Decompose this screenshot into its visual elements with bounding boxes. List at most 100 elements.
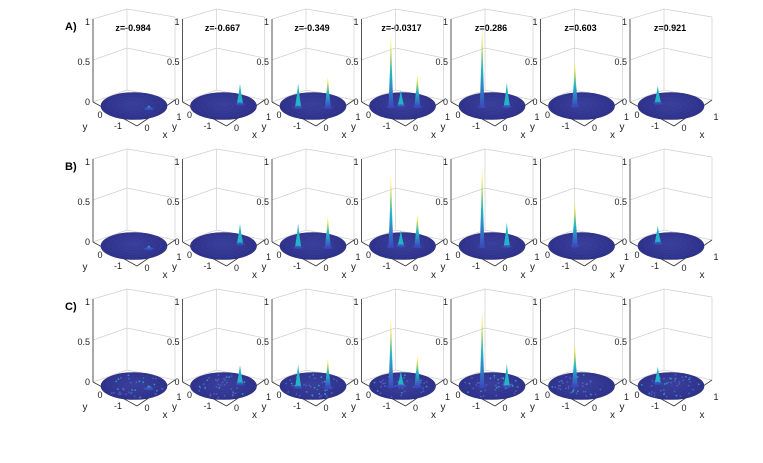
surface-peak (503, 363, 510, 387)
noise-speck (325, 395, 328, 398)
peak-base (396, 384, 406, 388)
x-tick-label: 0 (413, 263, 418, 273)
surface-peak (397, 230, 405, 246)
peak-base (323, 245, 333, 249)
noise-speck (154, 392, 157, 395)
surface-disc (100, 92, 168, 120)
peak-base (502, 105, 512, 109)
surface-mesh (470, 97, 514, 115)
noise-speck (660, 389, 662, 392)
noise-speck (155, 389, 158, 392)
noise-speck (153, 383, 156, 386)
surface-mesh (565, 379, 598, 393)
y-axis-label: y (262, 402, 267, 413)
noise-speck (232, 391, 235, 394)
noise-speck (133, 395, 136, 398)
z-tick-label: 0 (443, 237, 448, 247)
surface-mesh (560, 237, 603, 255)
noise-speck (298, 394, 301, 397)
x-tick-label: 1 (266, 112, 271, 122)
y-axis-label: y (620, 122, 625, 133)
noise-speck (497, 378, 500, 381)
noise-speck (214, 378, 217, 381)
x-tick-label: 1 (445, 392, 450, 402)
y-axis-label: y (441, 262, 446, 273)
noise-speck (110, 392, 113, 395)
surface-disc (100, 232, 168, 260)
y-tick-label: -1 (293, 121, 301, 131)
surface-mesh (375, 374, 430, 398)
x-tick-label: 0 (413, 123, 418, 133)
peak-base (653, 241, 663, 245)
noise-speck (493, 374, 496, 377)
z-tick-label: 0.5 (167, 57, 180, 67)
y-tick-label: -1 (293, 401, 301, 411)
noise-speck (324, 389, 327, 392)
surface-mesh (470, 237, 514, 255)
noise-speck (495, 394, 498, 397)
z-tick-label: 1 (174, 157, 179, 167)
noise-speck (685, 375, 687, 378)
z-tick-label: 0 (353, 377, 358, 387)
noise-speck (688, 392, 690, 395)
noise-speck (678, 383, 680, 385)
noise-speck (208, 376, 211, 379)
x-axis-label: x (252, 270, 257, 281)
noise-speck (403, 390, 406, 393)
y-tick-label: 0 (366, 250, 371, 260)
noise-speck (640, 383, 643, 386)
noise-speck (215, 393, 218, 395)
y-axis-label: y (83, 402, 88, 413)
x-tick-label: 1 (534, 392, 539, 402)
noise-speck (514, 379, 517, 382)
noise-speck (373, 381, 376, 384)
noise-speck (489, 377, 492, 380)
x-tick-label: 1 (713, 112, 718, 122)
y-axis-label: y (83, 262, 88, 273)
noise-speck (305, 384, 308, 387)
noise-speck (243, 381, 246, 383)
noise-speck (215, 386, 218, 388)
noise-speck (223, 394, 226, 397)
noise-speck (309, 385, 312, 388)
y-tick-label: -1 (382, 261, 390, 271)
peak-base (143, 247, 154, 251)
noise-speck (218, 386, 221, 389)
noise-speck (464, 381, 467, 384)
surface-mesh (280, 92, 346, 120)
noise-speck (383, 385, 386, 388)
surface-mesh (196, 374, 251, 398)
noise-speck (471, 377, 473, 379)
z-tick-label: 0 (443, 377, 448, 387)
noise-speck (115, 380, 118, 383)
noise-speck (502, 381, 505, 384)
surface-peak (295, 83, 302, 108)
axes-frame (92, 148, 176, 243)
surface-peak (324, 76, 331, 108)
noise-speck (224, 379, 227, 382)
axes-frame (450, 288, 534, 383)
y-tick-label: -1 (561, 401, 569, 411)
noise-speck (648, 392, 651, 395)
z-tick-label: 1 (264, 297, 269, 307)
noise-speck (318, 392, 321, 395)
y-axis-label: y (620, 262, 625, 273)
noise-speck (582, 390, 585, 393)
surface-mesh (565, 99, 598, 113)
z-tick-label: 1 (622, 157, 627, 167)
y-tick-label: -1 (114, 121, 122, 131)
z-tick-label: 0 (264, 377, 269, 387)
noise-speck (116, 388, 119, 391)
surface-peak (236, 83, 244, 104)
y-tick-label: 0 (366, 110, 371, 120)
surface-mesh (638, 372, 704, 400)
y-axis-label: y (262, 122, 267, 133)
noise-speck (688, 378, 690, 381)
z-tick-label: 0 (85, 237, 90, 247)
surface-mesh (107, 94, 161, 118)
surface-mesh (644, 94, 698, 118)
surface-disc (279, 232, 347, 260)
